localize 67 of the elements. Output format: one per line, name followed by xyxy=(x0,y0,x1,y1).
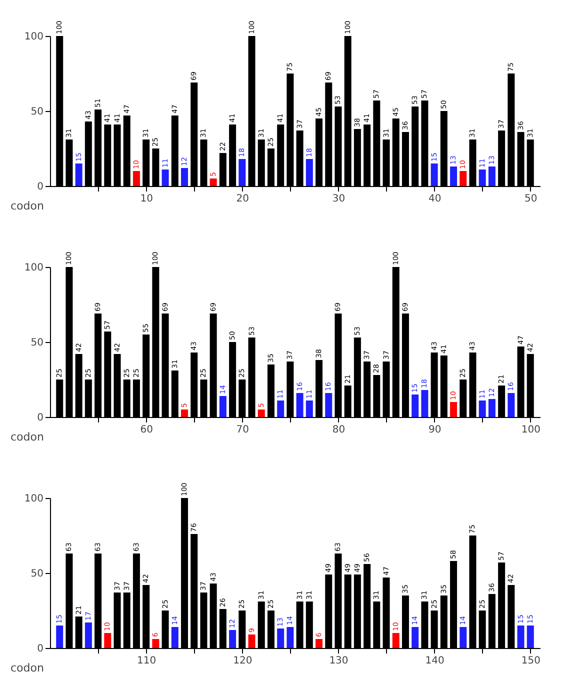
bar xyxy=(478,400,486,417)
x-tick-label: 60 xyxy=(140,424,153,436)
x-tick-label: 80 xyxy=(332,424,346,436)
y-tick-label: 0 xyxy=(37,182,44,192)
y-tick-label: 0 xyxy=(37,412,44,424)
bar xyxy=(152,639,160,648)
x-axis-title: codon xyxy=(10,662,44,674)
bar xyxy=(526,626,534,648)
bar xyxy=(162,170,169,186)
x-tick-label: 50 xyxy=(524,194,538,204)
y-tick-label: 100 xyxy=(24,32,44,42)
bar xyxy=(508,393,515,417)
x-tick-label: 110 xyxy=(137,656,156,666)
bar xyxy=(450,166,458,186)
bar xyxy=(84,622,92,648)
bar xyxy=(450,402,458,417)
bar xyxy=(258,410,265,417)
x-tick-label: 40 xyxy=(428,194,442,204)
x-tick-label: 140 xyxy=(425,656,444,666)
bar xyxy=(277,628,284,648)
bar xyxy=(460,171,467,186)
bar xyxy=(306,400,313,417)
x-axis-title: codon xyxy=(10,430,44,444)
x-tick-label: 90 xyxy=(428,424,442,436)
bar xyxy=(75,164,82,186)
bar xyxy=(392,633,400,648)
x-tick-label: 10 xyxy=(140,194,153,204)
bar xyxy=(478,170,486,186)
bar xyxy=(171,627,178,648)
bar xyxy=(306,159,313,186)
x-tick-label: 30 xyxy=(332,194,346,204)
bar xyxy=(104,633,112,648)
bar xyxy=(181,410,188,417)
bar xyxy=(517,626,524,648)
bar xyxy=(248,634,256,648)
x-tick-label: 120 xyxy=(233,656,252,666)
bar xyxy=(412,627,419,648)
x-tick-label: 70 xyxy=(236,424,250,436)
bar xyxy=(460,627,467,648)
bar xyxy=(238,159,246,186)
bar xyxy=(430,164,438,186)
x-tick-label: 130 xyxy=(329,656,348,666)
bar xyxy=(286,627,294,648)
y-tick-label: 100 xyxy=(24,494,44,504)
bar xyxy=(132,171,140,186)
bar xyxy=(488,166,496,186)
bar xyxy=(325,393,332,417)
y-tick-label: 50 xyxy=(30,106,44,118)
bar xyxy=(277,400,284,417)
y-tick-label: 100 xyxy=(24,262,44,274)
bar xyxy=(219,396,226,417)
x-tick-label: 20 xyxy=(236,194,250,204)
x-tick-label: 100 xyxy=(521,424,540,436)
bar xyxy=(56,626,64,648)
bar xyxy=(210,178,217,186)
bar xyxy=(316,639,323,648)
bar xyxy=(229,630,236,648)
y-tick-label: 0 xyxy=(37,644,44,654)
bar xyxy=(181,168,188,186)
bar xyxy=(296,393,304,417)
x-tick-label: 150 xyxy=(521,656,540,666)
bar xyxy=(412,394,419,417)
x-axis-title: codon xyxy=(10,200,44,212)
bar xyxy=(488,399,496,417)
y-tick-label: 50 xyxy=(30,568,44,580)
bar xyxy=(421,390,428,417)
y-tick-label: 50 xyxy=(30,338,44,348)
